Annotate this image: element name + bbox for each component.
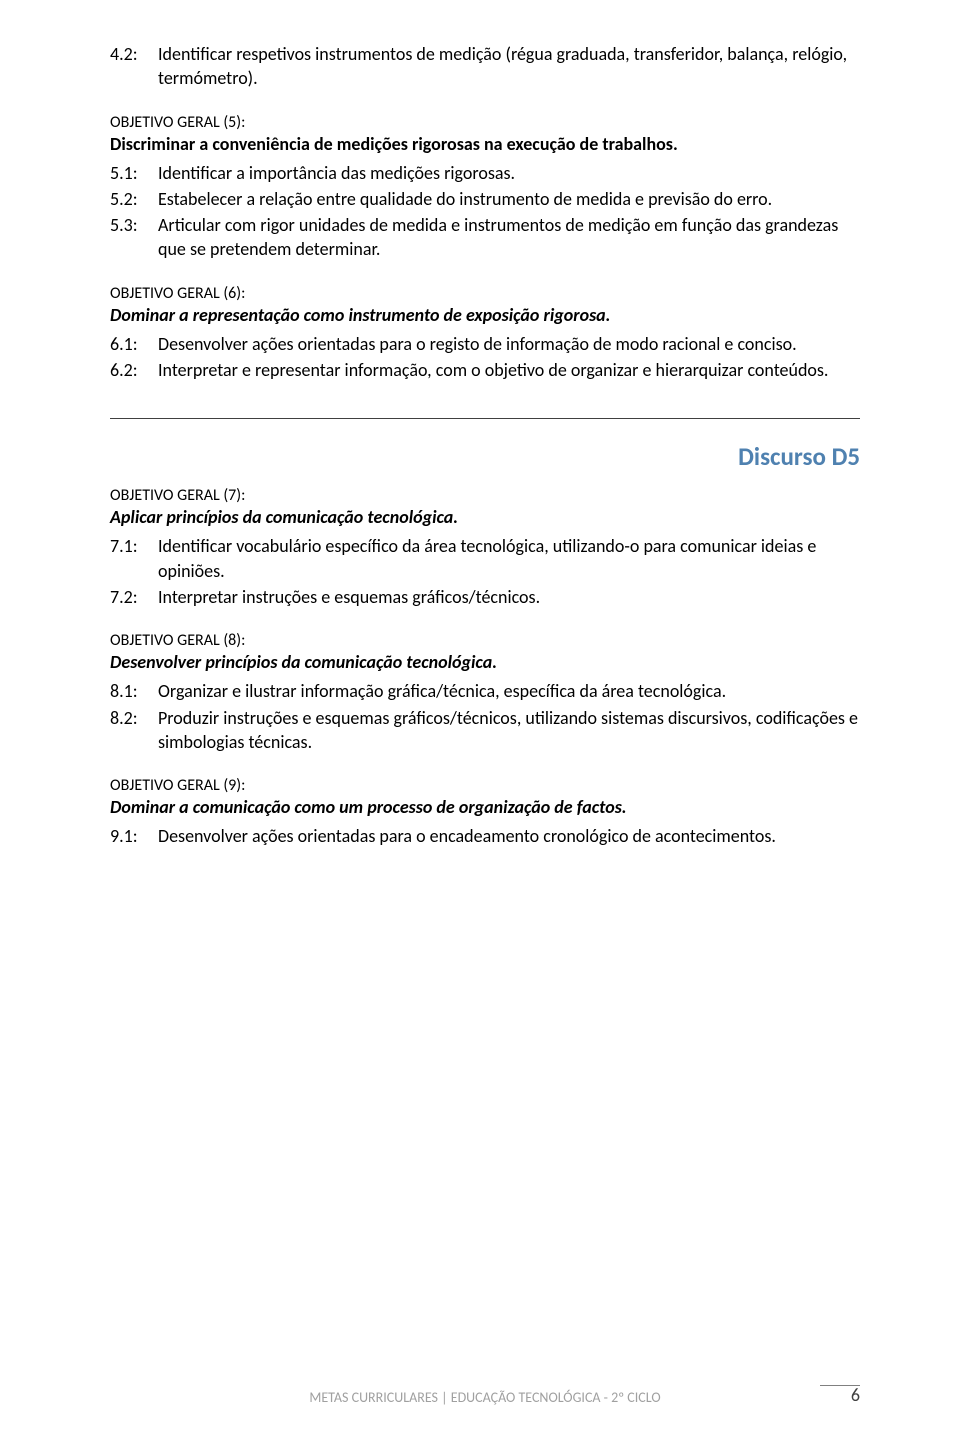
item-number: 5.2: [110, 187, 158, 211]
item-number: 5.3: [110, 213, 158, 262]
obj7-label: OBJETIVO GERAL (7): [110, 486, 860, 505]
obj8-item2: 8.2: Produzir instruções e esquemas gráf… [110, 706, 860, 755]
obj8-title: Desenvolver princípios da comunicação te… [110, 651, 860, 673]
item-number: 5.1: [110, 161, 158, 185]
obj6-item1: 6.1: Desenvolver ações orientadas para o… [110, 332, 860, 356]
page-footer: METAS CURRICULARES | EDUCAÇÃO TECNOLÓGIC… [0, 1389, 960, 1406]
footer-text: METAS CURRICULARES | EDUCAÇÃO TECNOLÓGIC… [110, 1389, 860, 1406]
item-number: 7.2: [110, 585, 158, 609]
obj5-item3: 5.3: Articular com rigor unidades de med… [110, 213, 860, 262]
item-number: 6.2: [110, 358, 158, 382]
page-number: 6 [851, 1384, 860, 1406]
obj5-label: OBJETIVO GERAL (5): [110, 113, 860, 132]
obj4-item2: 4.2: Identificar respetivos instrumentos… [110, 42, 860, 91]
item-text: Identificar respetivos instrumentos de m… [158, 42, 860, 91]
item-number: 6.1: [110, 332, 158, 356]
obj7-title: Aplicar princípios da comunicação tecnol… [110, 506, 860, 528]
item-number: 8.1: [110, 679, 158, 703]
obj8-label: OBJETIVO GERAL (8): [110, 631, 860, 650]
item-text: Identificar a importância das medições r… [158, 161, 860, 185]
section-heading-d5: Discurso D5 [110, 441, 860, 472]
obj5-title: Discriminar a conveniência de medições r… [110, 133, 860, 155]
item-text: Articular com rigor unidades de medida e… [158, 213, 860, 262]
obj9-title: Dominar a comunicação como um processo d… [110, 796, 860, 818]
item-number: 7.1: [110, 534, 158, 583]
item-number: 9.1: [110, 824, 158, 848]
obj5-item2: 5.2: Estabelecer a relação entre qualida… [110, 187, 860, 211]
item-number: 8.2: [110, 706, 158, 755]
obj9-item1: 9.1: Desenvolver ações orientadas para o… [110, 824, 860, 848]
obj8-item1: 8.1: Organizar e ilustrar informação grá… [110, 679, 860, 703]
obj6-label: OBJETIVO GERAL (6): [110, 284, 860, 303]
obj7-item2: 7.2: Interpretar instruções e esquemas g… [110, 585, 860, 609]
item-text: Estabelecer a relação entre qualidade do… [158, 187, 860, 211]
item-text: Interpretar instruções e esquemas gráfic… [158, 585, 860, 609]
item-text: Produzir instruções e esquemas gráficos/… [158, 706, 860, 755]
item-text: Identificar vocabulário específico da ár… [158, 534, 860, 583]
item-text: Desenvolver ações orientadas para o enca… [158, 824, 860, 848]
item-text: Interpretar e representar informação, co… [158, 358, 860, 382]
obj6-title: Dominar a representação como instrumento… [110, 304, 860, 326]
item-number: 4.2: [110, 42, 158, 91]
obj6-item2: 6.2: Interpretar e representar informaçã… [110, 358, 860, 382]
obj5-item1: 5.1: Identificar a importância das mediç… [110, 161, 860, 185]
obj9-label: OBJETIVO GERAL (9): [110, 776, 860, 795]
obj7-item1: 7.1: Identificar vocabulário específico … [110, 534, 860, 583]
item-text: Organizar e ilustrar informação gráfica/… [158, 679, 860, 703]
item-text: Desenvolver ações orientadas para o regi… [158, 332, 860, 356]
section-divider [110, 418, 860, 419]
